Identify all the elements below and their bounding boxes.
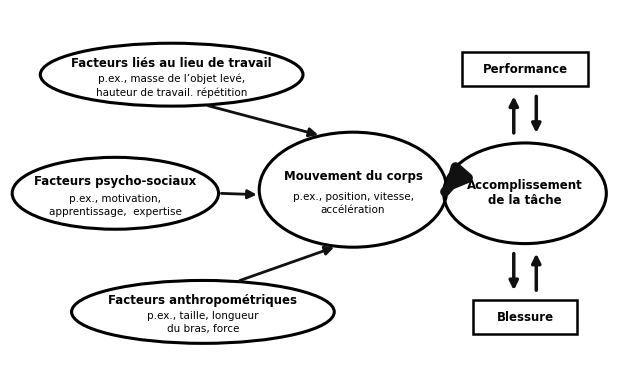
Text: Accomplissement
de la tâche: Accomplissement de la tâche (467, 179, 583, 207)
Text: p.ex., masse de l’objet levé,
hauteur de travail. répétition: p.ex., masse de l’objet levé, hauteur de… (96, 73, 247, 98)
Text: Performance: Performance (483, 63, 568, 76)
Text: Mouvement du corps: Mouvement du corps (283, 169, 423, 182)
Text: p.ex., position, vitesse,
accélération: p.ex., position, vitesse, accélération (293, 192, 413, 215)
Text: Facteurs psycho-sociaux: Facteurs psycho-sociaux (34, 175, 196, 188)
Text: Facteurs anthropométriques: Facteurs anthropométriques (109, 294, 297, 307)
Text: p.ex., taille, longueur
du bras, force: p.ex., taille, longueur du bras, force (147, 311, 259, 334)
Text: p.ex., motivation,
apprentissage,  expertise: p.ex., motivation, apprentissage, expert… (49, 194, 182, 218)
Text: Facteurs liés au lieu de travail: Facteurs liés au lieu de travail (71, 57, 272, 70)
Text: Blessure: Blessure (497, 311, 553, 324)
